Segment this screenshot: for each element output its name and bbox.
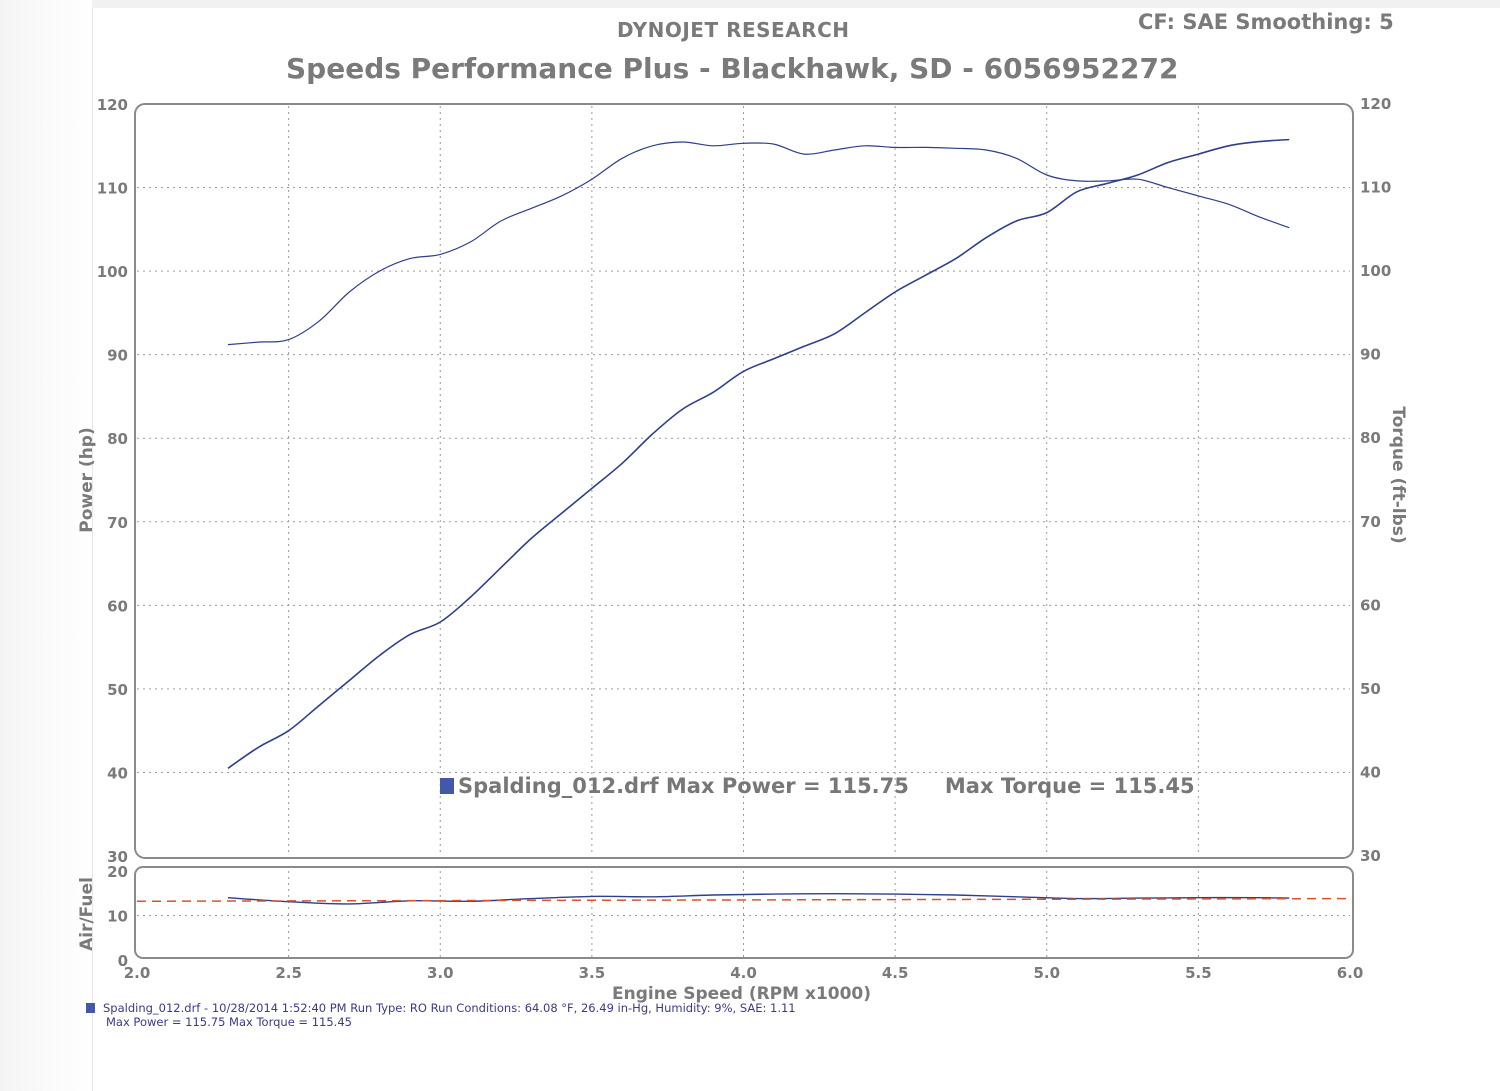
y-tick-label-right: 30 [1360, 847, 1381, 865]
axis-ticks: 2.0 2.5 3.0 3.5 4.0 4.5 5.0 5.5 6.0 30 40 50 60 70 80 9… [97, 95, 1392, 982]
af-target-line [136, 897, 1351, 903]
main-plot-frame [134, 103, 1354, 859]
y-tick-label-right: 110 [1360, 179, 1391, 197]
x-tick-label: 4.0 [730, 964, 757, 982]
y-tick-label-left: 50 [107, 681, 128, 699]
y-tick-label-left: 90 [107, 347, 128, 365]
af-tick-label: 0 [118, 952, 128, 970]
power-curve [227, 138, 1290, 769]
x-tick-label: 2.5 [275, 964, 302, 982]
legend-swatch [440, 778, 454, 794]
main-grid [137, 106, 1350, 856]
y-tick-label-left: 110 [97, 180, 128, 198]
cf-smoothing-label: CF: SAE Smoothing: 5 [1138, 10, 1394, 34]
x-tick-label: 3.0 [427, 964, 454, 982]
x-tick-label: 4.5 [882, 964, 909, 982]
footer-swatch [86, 1003, 95, 1013]
x-tick-label: 5.0 [1033, 964, 1060, 982]
y-tick-label-left: 120 [97, 96, 128, 114]
y-tick-label-left: 40 [107, 764, 128, 782]
scan-margin [0, 0, 93, 1091]
chart-legend: Spalding_012.drf Max Power = 115.75 Max T… [440, 774, 1195, 798]
af-tick-label: 20 [107, 863, 128, 881]
y-tick-label-left: 60 [107, 597, 128, 615]
y-tick-label-left: 80 [107, 430, 128, 448]
y-axis-right-label: Torque (ft-lbs) [1388, 406, 1408, 543]
footer-line-1: Spalding_012.drf - 10/28/2014 1:52:40 PM… [86, 1001, 796, 1015]
y-tick-label-right: 40 [1360, 763, 1381, 781]
y-axis-left-label: Power (hp) [77, 427, 97, 533]
y-tick-label-left: 30 [107, 848, 128, 866]
legend-file: Spalding_012.drf [458, 774, 659, 798]
y-tick-label-right: 80 [1360, 429, 1381, 447]
footer-line-1-text: Spalding_012.drf - 10/28/2014 1:52:40 PM… [103, 1001, 796, 1015]
x-tick-label: 6.0 [1337, 964, 1364, 982]
af-grid [137, 871, 1350, 958]
y-tick-label-right: 120 [1360, 95, 1391, 113]
chart-curves [136, 138, 1351, 905]
af-axis-label: Air/Fuel [77, 877, 97, 951]
af-tick-label: 10 [107, 908, 128, 926]
y-tick-label-right: 60 [1360, 596, 1381, 614]
x-tick-label: 3.5 [579, 964, 606, 982]
footer-line-2: Max Power = 115.75 Max Torque = 115.45 [106, 1015, 352, 1029]
y-tick-label-right: 50 [1360, 680, 1381, 698]
y-tick-label-right: 70 [1360, 513, 1381, 531]
scan-top-edge [92, 0, 1500, 8]
legend-max-power: Max Power = 115.75 [665, 774, 909, 798]
af-plot-frame [134, 866, 1354, 959]
x-tick-label: 5.5 [1185, 964, 1212, 982]
x-tick-label: 2.0 [124, 964, 151, 982]
chart-title: Speeds Performance Plus - Blackhawk, SD … [286, 52, 1179, 85]
run-info-footer: Spalding_012.drf - 10/28/2014 1:52:40 PM… [86, 1001, 796, 1029]
legend-max-torque: Max Torque = 115.45 [944, 774, 1195, 798]
y-tick-label-left: 100 [97, 263, 128, 281]
brand-label: DYNOJET RESEARCH [617, 18, 850, 42]
y-tick-label-left: 70 [107, 514, 128, 532]
x-axis-label: Engine Speed (RPM x1000) [612, 984, 871, 1004]
y-tick-label-right: 90 [1360, 346, 1381, 364]
y-tick-label-right: 100 [1360, 262, 1391, 280]
torque-curve [227, 141, 1290, 346]
